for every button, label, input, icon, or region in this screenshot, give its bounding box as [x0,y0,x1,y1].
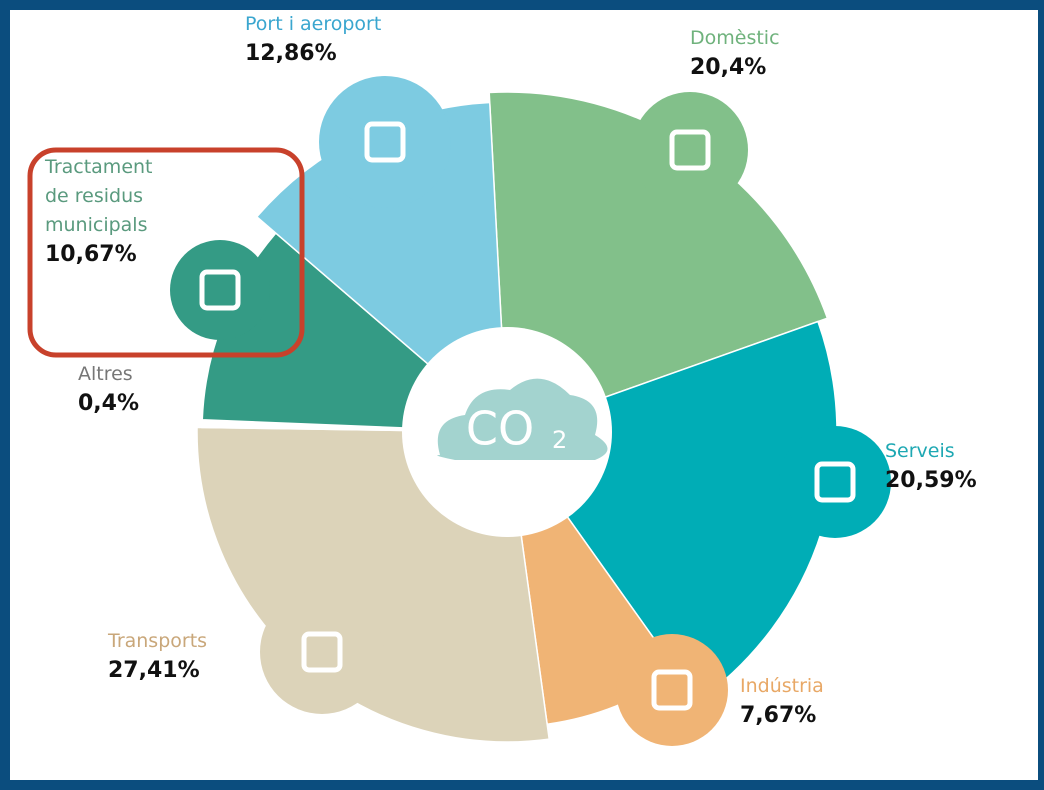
icon [301,631,343,673]
label: Serveis 20,59% [885,437,977,495]
label: Altres 0,4% [78,360,139,418]
category-label: Port i aeroport [245,13,382,35]
label: Domèstic 20,4% [690,24,780,82]
value-label: 27,41% [108,658,200,683]
icon-circle [170,240,270,340]
icon-circle [260,590,384,714]
category-label: Serveis [885,440,955,462]
category-label: Altres [78,363,133,385]
icon-circle [779,426,891,538]
value-label: 20,59% [885,468,977,493]
value-label: 10,67% [45,242,137,267]
value-label: 7,67% [740,703,817,728]
label: Transports 27,41% [108,627,207,685]
value-label: 20,4% [690,55,767,80]
chart: CO 2 [27,76,891,746]
icon [814,461,856,503]
icon [199,269,241,311]
category-label: Transports [108,630,208,652]
icon [651,669,693,711]
center-text: CO [466,402,534,456]
value-label: 12,86% [245,41,337,66]
icon [364,121,406,163]
icon-circle [319,76,451,208]
icon [669,129,711,171]
category-label: Tractament de residus municipals [45,156,153,236]
center-sub: 2 [552,426,567,454]
value-label: 0,4% [78,391,140,416]
frame: CO 2 Domèstic 20,4% Serveis 20,59% Indústria… [10,10,1038,780]
highlight-box [27,147,305,358]
cloud [437,378,608,460]
icon-circle [632,92,748,208]
label: Tractament de residus municipals 10,67% [45,153,180,269]
label: Port i aeroport 12,86% [245,10,381,68]
category-label: Indústria [740,675,824,697]
icon-circle [616,634,728,746]
label: Indústria 7,67% [740,672,824,730]
category-label: Domèstic [690,27,780,49]
